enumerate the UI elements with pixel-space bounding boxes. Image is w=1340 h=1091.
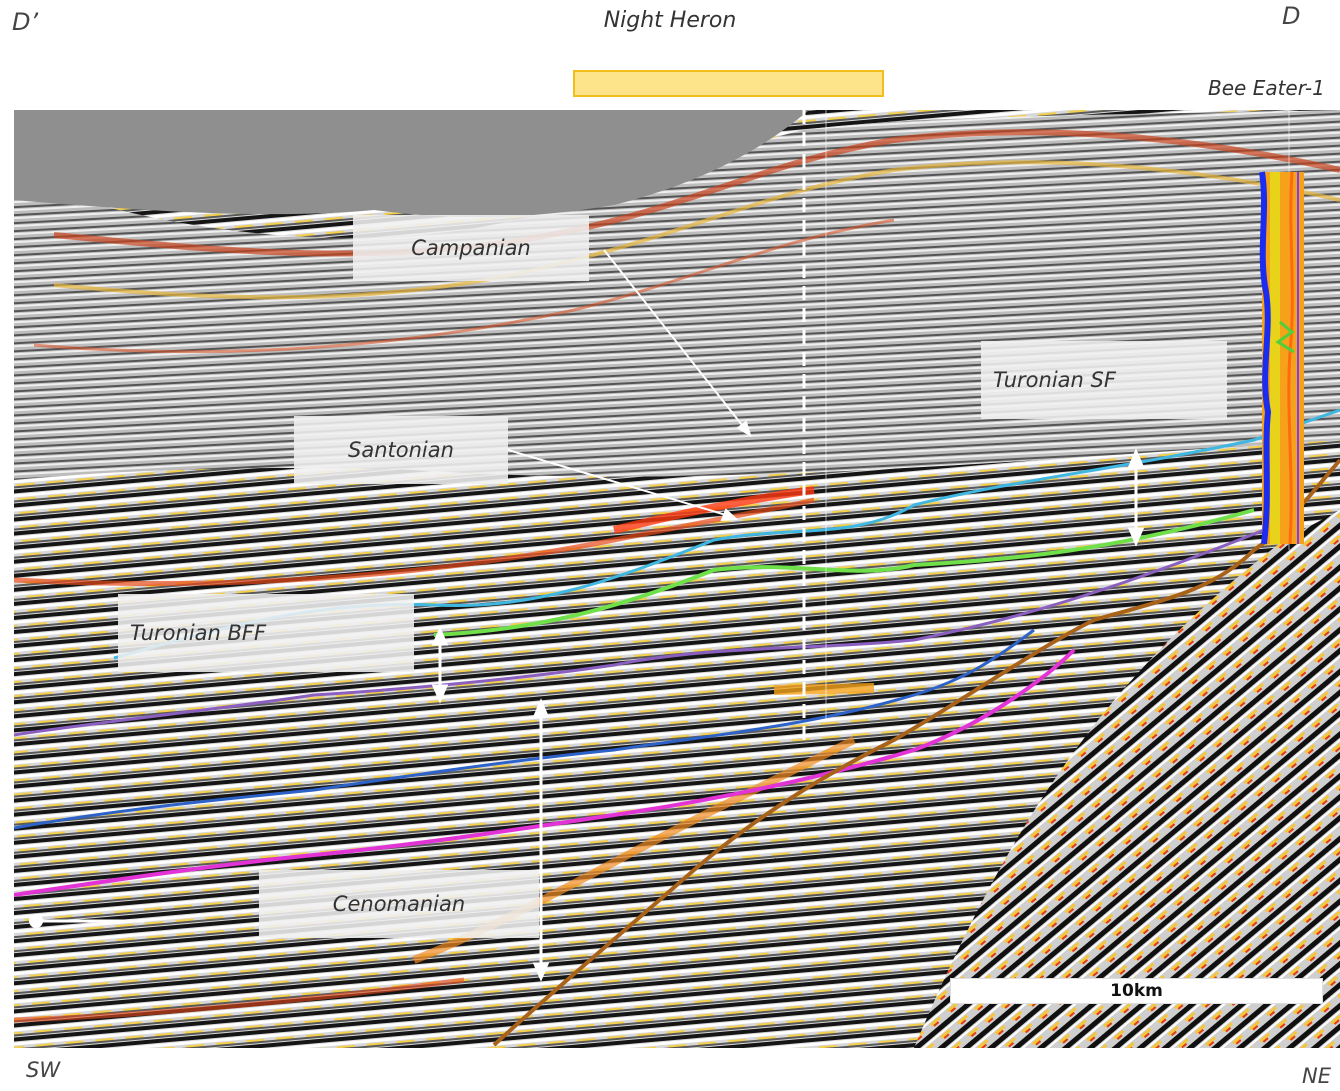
direction-ne: NE xyxy=(1302,1064,1331,1088)
label-campanian: Campanian xyxy=(353,215,589,281)
scale-bar: 10km xyxy=(950,978,1323,1004)
direction-sw: SW xyxy=(26,1058,61,1082)
thickness-arrows xyxy=(431,448,1145,982)
horizon-magenta xyxy=(14,648,1076,897)
seismic-image xyxy=(14,110,1340,1048)
label-santonian: Santonian xyxy=(294,416,508,484)
well-title: Night Heron xyxy=(603,8,737,33)
highlight-box xyxy=(573,70,884,97)
label-turonian-sf: Turonian SF xyxy=(981,341,1227,419)
seismic-section: Campanian Santonian Turonian SF Turonian… xyxy=(14,110,1340,1048)
section-start-marker: D’ xyxy=(12,8,39,36)
horizon-brown xyxy=(492,458,1340,1047)
section-end-marker: D xyxy=(1282,2,1301,30)
horizon-blue xyxy=(14,628,1035,830)
label-turonian-bff: Turonian BFF xyxy=(118,594,414,672)
well-label: Bee Eater-1 xyxy=(1208,76,1325,100)
well-log xyxy=(1259,171,1304,545)
horizon-green xyxy=(433,508,1255,637)
label-cenomanian: Cenomanian xyxy=(259,870,539,938)
horizon-purple xyxy=(14,528,1265,737)
